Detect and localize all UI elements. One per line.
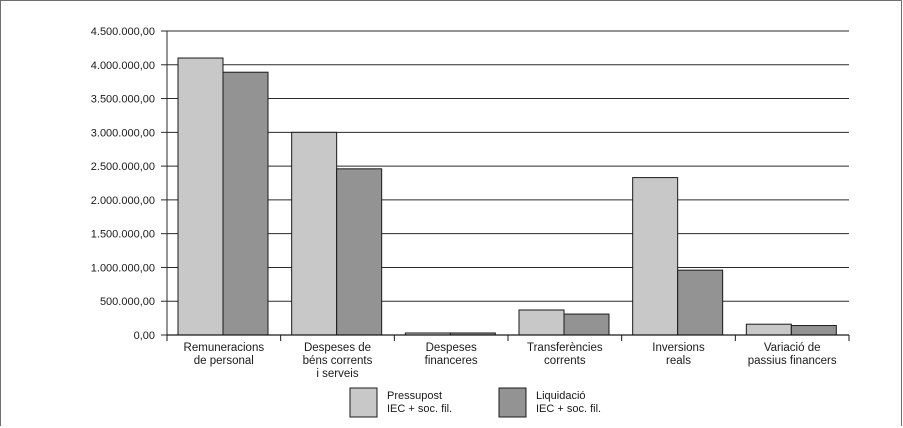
y-tick-label: 3.000.000,00 <box>91 127 155 139</box>
y-tick-label: 1.000.000,00 <box>91 262 155 274</box>
legend-swatch <box>349 387 378 418</box>
bar <box>745 323 792 336</box>
legend-label: IEC + soc. fil. <box>387 403 452 415</box>
bar <box>790 325 837 336</box>
y-axis: 0,00 500.000,00 1.000.000,00 1.500.000,00 2.… <box>91 26 168 342</box>
x-category-label: i serveis <box>316 368 358 380</box>
bars <box>177 57 837 336</box>
bar <box>632 177 679 336</box>
x-category-label: Transferències <box>527 342 603 354</box>
bar <box>336 168 383 336</box>
y-tick-label: 2.500.000,00 <box>91 161 155 173</box>
legend-label: IEC + soc. fil. <box>536 403 601 415</box>
legend-swatch <box>498 387 527 418</box>
x-category-label: Remuneracions <box>184 342 265 354</box>
legend-label: Liquidació <box>536 390 586 402</box>
bar <box>177 57 224 336</box>
y-tick-label: 3.500.000,00 <box>91 94 155 106</box>
bar <box>677 269 724 336</box>
x-category-label: Inversions <box>652 342 705 354</box>
x-category-label: de personal <box>194 355 254 367</box>
x-category-label: reals <box>666 355 691 367</box>
bar <box>222 71 269 336</box>
y-tick-label: 0,00 <box>134 330 155 342</box>
x-category-label: béns corrents <box>303 355 373 367</box>
x-category-label: corrents <box>544 355 586 367</box>
x-category-label: Variació de <box>764 342 821 354</box>
y-tick-label: 1.500.000,00 <box>91 229 155 241</box>
x-category-label: financeres <box>425 355 478 367</box>
gridlines <box>167 30 849 302</box>
y-tick-label: 500.000,00 <box>100 296 155 308</box>
x-category-label: passius financers <box>748 355 837 367</box>
x-category-label: Despeses <box>426 342 477 354</box>
y-tick-label: 4.000.000,00 <box>91 60 155 72</box>
bar <box>518 309 565 336</box>
y-tick-label: 4.500.000,00 <box>91 26 155 38</box>
bar <box>563 313 610 336</box>
legend-label: Pressupost <box>387 390 442 402</box>
bar <box>291 131 338 336</box>
x-category-label: Despeses de <box>304 342 371 354</box>
y-tick-label: 2.000.000,00 <box>91 195 155 207</box>
